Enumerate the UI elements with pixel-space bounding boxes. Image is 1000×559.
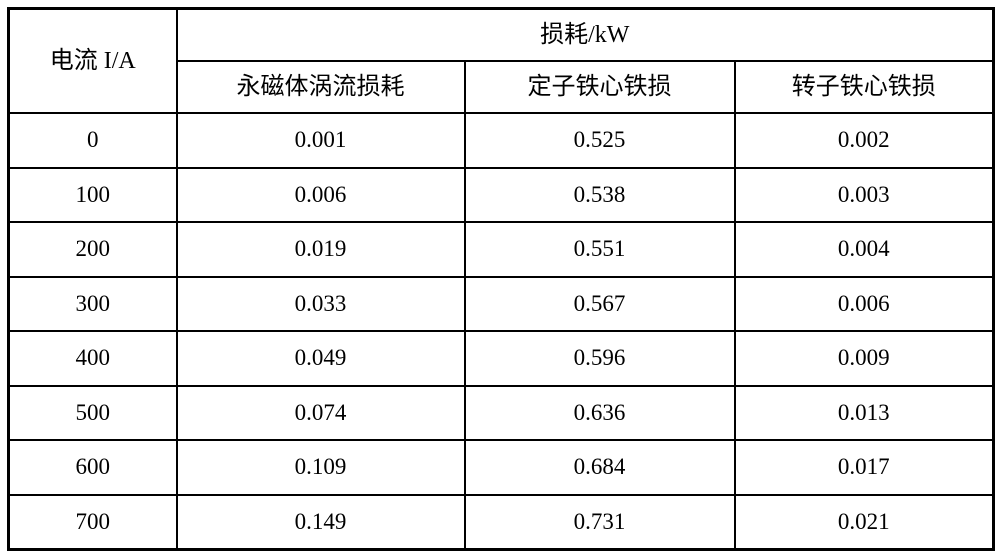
table-row: 200 0.019 0.551 0.004	[7, 221, 995, 278]
cell-rotor-iron-loss: 0.017	[733, 439, 995, 496]
cell-rotor-iron-loss: 0.006	[733, 275, 995, 332]
table-row: 100 0.006 0.538 0.003	[7, 166, 995, 223]
cell-current: 400	[7, 330, 178, 387]
cell-rotor-iron-loss: 0.013	[733, 384, 995, 441]
cell-rotor-iron-loss: 0.002	[733, 112, 995, 169]
cell-stator-iron-loss: 0.684	[463, 439, 736, 496]
cell-current: 500	[7, 384, 178, 441]
table-row: 300 0.033 0.567 0.006	[7, 275, 995, 332]
cell-current: 200	[7, 221, 178, 278]
header-stator-iron-loss: 定子铁心铁损	[463, 60, 736, 114]
cell-pm-eddy-loss: 0.109	[175, 439, 466, 496]
table-row: 700 0.149 0.731 0.021	[7, 493, 995, 551]
header-loss-group: 损耗/kW	[175, 7, 995, 62]
cell-rotor-iron-loss: 0.021	[733, 493, 995, 551]
cell-stator-iron-loss: 0.551	[463, 221, 736, 278]
cell-stator-iron-loss: 0.596	[463, 330, 736, 387]
cell-stator-iron-loss: 0.636	[463, 384, 736, 441]
cell-pm-eddy-loss: 0.049	[175, 330, 466, 387]
cell-stator-iron-loss: 0.567	[463, 275, 736, 332]
table-row: 600 0.109 0.684 0.017	[7, 439, 995, 496]
cell-current: 0	[7, 112, 178, 169]
header-pm-eddy-loss: 永磁体涡流损耗	[175, 60, 466, 114]
cell-current: 700	[7, 493, 178, 551]
cell-current: 300	[7, 275, 178, 332]
table-row: 0 0.001 0.525 0.002	[7, 112, 995, 169]
cell-current: 600	[7, 439, 178, 496]
cell-pm-eddy-loss: 0.074	[175, 384, 466, 441]
cell-rotor-iron-loss: 0.003	[733, 166, 995, 223]
cell-pm-eddy-loss: 0.019	[175, 221, 466, 278]
cell-stator-iron-loss: 0.525	[463, 112, 736, 169]
cell-pm-eddy-loss: 0.006	[175, 166, 466, 223]
cell-stator-iron-loss: 0.731	[463, 493, 736, 551]
cell-rotor-iron-loss: 0.009	[733, 330, 995, 387]
cell-pm-eddy-loss: 0.001	[175, 112, 466, 169]
cell-rotor-iron-loss: 0.004	[733, 221, 995, 278]
header-current: 电流 I/A	[7, 7, 178, 114]
cell-pm-eddy-loss: 0.033	[175, 275, 466, 332]
cell-current: 100	[7, 166, 178, 223]
cell-stator-iron-loss: 0.538	[463, 166, 736, 223]
table-header-row-2: 永磁体涡流损耗 定子铁心铁损 转子铁心铁损	[9, 60, 995, 114]
table-row: 400 0.049 0.596 0.009	[7, 330, 995, 387]
motor-loss-table: 电流 I/A 损耗/kW 永磁体涡流损耗 定子铁心铁损 转子铁心铁损 0 0.0…	[7, 7, 995, 551]
cell-pm-eddy-loss: 0.149	[175, 493, 466, 551]
header-rotor-iron-loss: 转子铁心铁损	[733, 60, 995, 114]
table-header-row-1: 电流 I/A 损耗/kW	[7, 7, 995, 114]
table-row: 500 0.074 0.636 0.013	[7, 384, 995, 441]
